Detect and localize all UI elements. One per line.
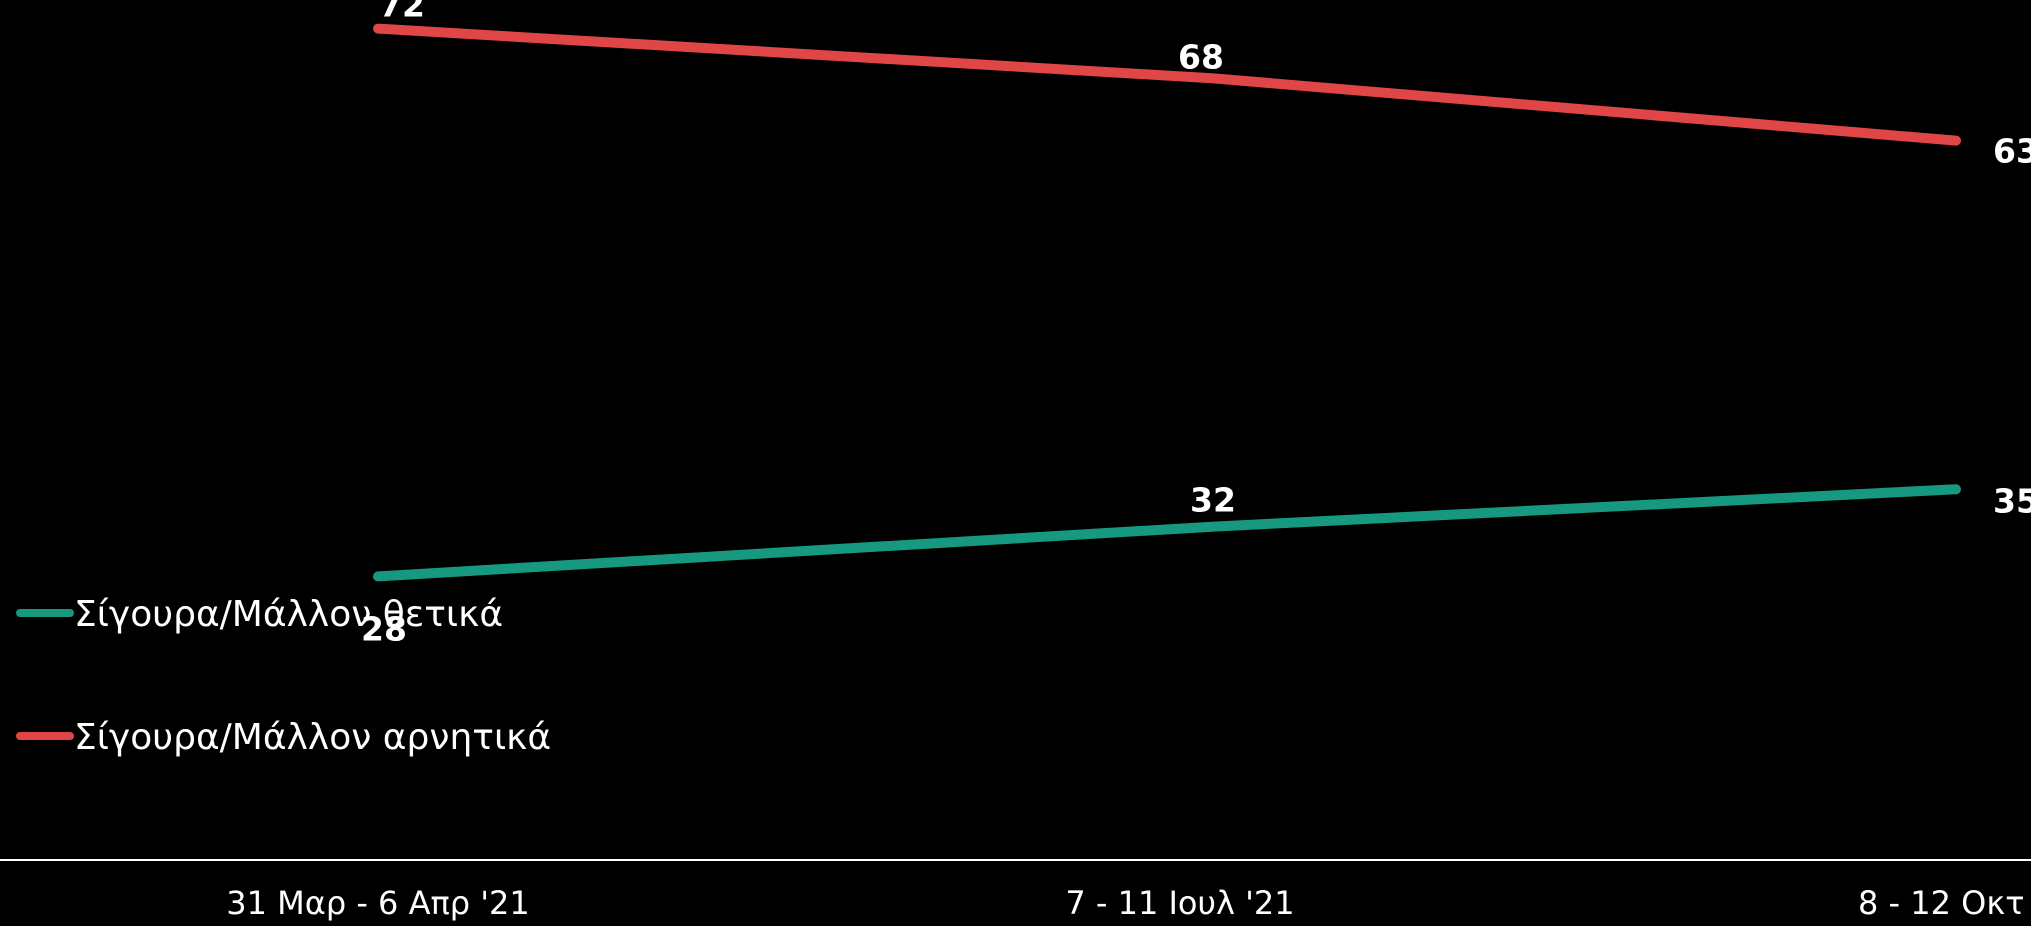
data-label-s1-p2: 32	[1190, 481, 1236, 520]
series-line-1	[373, 484, 1961, 582]
series-line-2	[373, 23, 1961, 146]
legend-item-1: Σίγουρα/Μάλλον θετικά	[16, 594, 503, 635]
x-axis-tick-labels: 31 Μαρ - 6 Απρ '21 7 - 11 Ιουλ '21 8 - 12 …	[226, 884, 2031, 922]
legend-item-2: Σίγουρα/Μάλλον αρνητικά	[16, 717, 551, 758]
legend-label-2: Σίγουρα/Μάλλον αρνητικά	[74, 717, 551, 758]
data-label-s1-p1: 28	[361, 609, 407, 648]
data-labels-layer: 28 32 35 72 68 63	[361, 0, 2031, 648]
data-label-s2-p2: 68	[1178, 37, 1224, 76]
x-tick-label-2: 7 - 11 Ιουλ '21	[1065, 884, 1294, 922]
series-layer	[373, 23, 1961, 582]
x-tick-label-1: 31 Μαρ - 6 Απρ '21	[226, 884, 529, 922]
legend: Σίγουρα/Μάλλον θετικά Σίγουρα/Μάλλον αρνη…	[16, 594, 551, 758]
data-label-s2-p3: 63	[1993, 132, 2031, 171]
x-tick-label-3: 8 - 12 Οκτ '21	[1858, 884, 2031, 922]
data-label-s1-p3: 35	[1993, 481, 2031, 520]
legend-label-1: Σίγουρα/Μάλλον θετικά	[74, 594, 503, 635]
data-label-s2-p1: 72	[379, 0, 425, 25]
